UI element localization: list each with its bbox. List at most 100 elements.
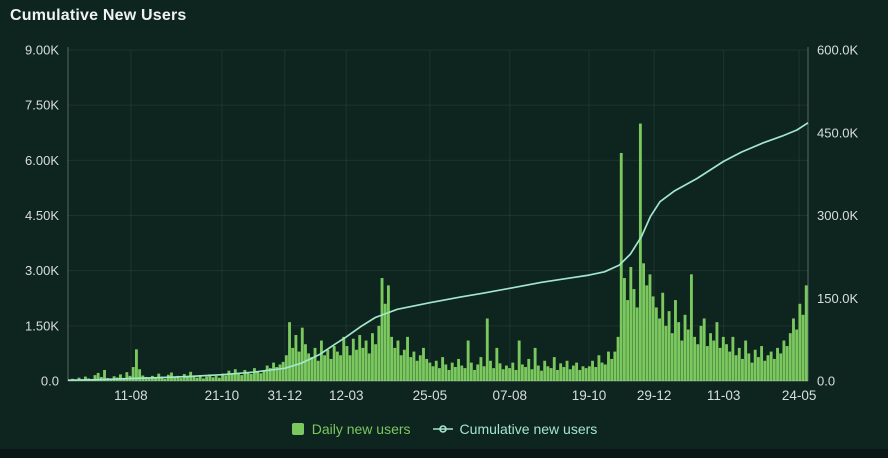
daily-bar bbox=[466, 340, 470, 381]
x-axis-tick-label: 29-12 bbox=[637, 388, 672, 403]
daily-bar bbox=[329, 358, 333, 381]
daily-bar bbox=[533, 347, 537, 381]
daily-bar bbox=[154, 378, 157, 381]
daily-bar bbox=[498, 363, 502, 381]
daily-bar bbox=[610, 358, 614, 381]
daily-bar bbox=[683, 314, 687, 381]
daily-bar bbox=[473, 369, 476, 381]
daily-bar bbox=[514, 369, 518, 381]
daily-bar bbox=[501, 369, 505, 381]
daily-bar bbox=[524, 367, 527, 381]
daily-bar bbox=[597, 355, 601, 381]
daily-bar bbox=[693, 336, 697, 381]
daily-bar bbox=[415, 360, 419, 381]
daily-bar bbox=[307, 353, 311, 381]
daily-bar bbox=[543, 360, 547, 381]
legend-item-cumulative[interactable]: Cumulative new users bbox=[432, 421, 598, 437]
x-axis-tick-label: 25-05 bbox=[413, 388, 448, 403]
daily-bar bbox=[766, 355, 770, 381]
daily-bar bbox=[648, 274, 652, 381]
daily-bar bbox=[441, 357, 445, 381]
daily-bar bbox=[253, 368, 256, 381]
panel-title: Cumulative New Users bbox=[10, 7, 187, 24]
daily-bar bbox=[677, 322, 681, 381]
daily-bar bbox=[351, 338, 355, 381]
daily-bar bbox=[565, 360, 569, 381]
daily-bar bbox=[721, 336, 725, 381]
daily-bar bbox=[584, 368, 588, 381]
daily-bar bbox=[658, 318, 661, 381]
daily-bar bbox=[335, 351, 339, 381]
daily-bar bbox=[489, 360, 492, 381]
daily-bar bbox=[654, 307, 658, 381]
legend-label-daily: Daily new users bbox=[311, 421, 411, 437]
daily-bar bbox=[205, 376, 209, 381]
chart-svg[interactable]: 0.0 1.50K 3.00K 4.50K 6.00K 7.50K 9.00K 0.0 150.… bbox=[0, 0, 888, 412]
daily-bar bbox=[517, 340, 521, 381]
daily-bar bbox=[444, 364, 448, 381]
daily-bar bbox=[485, 318, 489, 381]
daily-bar bbox=[422, 347, 425, 381]
daily-bar bbox=[613, 351, 617, 381]
daily-bar bbox=[753, 349, 757, 381]
daily-bar bbox=[651, 296, 655, 381]
daily-bar bbox=[300, 327, 304, 381]
daily-bar bbox=[795, 329, 799, 381]
daily-bar bbox=[788, 333, 792, 381]
daily-bar bbox=[345, 346, 349, 381]
daily-bar bbox=[125, 372, 129, 381]
daily-bar bbox=[623, 278, 626, 381]
daily-bar bbox=[482, 366, 486, 381]
right-axis-tick-label: 300.0K bbox=[817, 208, 859, 223]
daily-bar bbox=[281, 361, 285, 381]
daily-bar bbox=[568, 369, 572, 381]
daily-bar bbox=[798, 303, 802, 381]
daily-bar bbox=[262, 369, 266, 381]
daily-bar bbox=[453, 367, 457, 381]
daily-bar bbox=[288, 322, 291, 381]
daily-bar bbox=[176, 375, 180, 381]
daily-bar bbox=[348, 355, 352, 381]
daily-bar bbox=[402, 349, 406, 381]
right-axis-tick-label: 600.0K bbox=[817, 43, 859, 58]
daily-bar bbox=[224, 375, 228, 381]
daily-bar bbox=[546, 366, 550, 381]
daily-bar bbox=[587, 366, 591, 381]
daily-bar bbox=[83, 376, 87, 381]
daily-bar bbox=[211, 377, 215, 381]
daily-bar bbox=[179, 378, 183, 381]
daily-bar bbox=[393, 347, 397, 381]
daily-bar bbox=[371, 333, 374, 381]
daily-bar bbox=[195, 377, 199, 381]
daily-bar bbox=[619, 152, 623, 381]
daily-bar bbox=[342, 336, 346, 381]
daily-bar bbox=[310, 357, 314, 381]
legend-item-daily[interactable]: Daily new users bbox=[291, 421, 411, 437]
daily-bar bbox=[626, 300, 630, 381]
daily-series-icon bbox=[291, 423, 304, 435]
legend-label-cumulative: Cumulative new users bbox=[459, 421, 598, 437]
daily-bar bbox=[230, 374, 234, 381]
daily-bar bbox=[386, 285, 390, 381]
daily-bar bbox=[725, 344, 728, 381]
daily-bar bbox=[476, 364, 480, 381]
daily-bar bbox=[138, 369, 142, 381]
legend: Daily new users Cumulative new users bbox=[0, 421, 888, 437]
daily-bar bbox=[304, 344, 307, 381]
daily-bar bbox=[769, 351, 773, 381]
daily-bar bbox=[556, 369, 559, 381]
daily-bar bbox=[705, 346, 709, 381]
daily-bar bbox=[201, 378, 205, 381]
daily-bar bbox=[119, 374, 122, 381]
daily-bar bbox=[552, 357, 556, 381]
daily-bar bbox=[575, 362, 579, 381]
daily-bar bbox=[709, 333, 712, 381]
daily-bar bbox=[237, 372, 240, 381]
daily-bar bbox=[259, 373, 263, 381]
x-axis-tick-label: 07-08 bbox=[493, 388, 528, 403]
daily-bar bbox=[511, 362, 515, 381]
daily-bar bbox=[508, 368, 512, 381]
daily-bar bbox=[540, 370, 543, 381]
daily-bar bbox=[374, 344, 378, 381]
right-axis-tick-label: 450.0K bbox=[817, 125, 859, 140]
